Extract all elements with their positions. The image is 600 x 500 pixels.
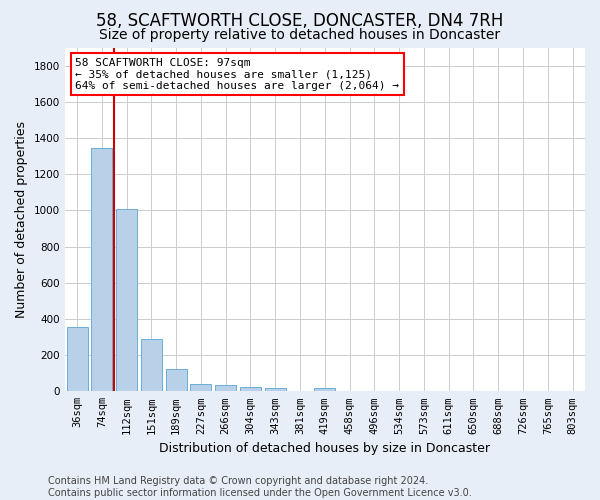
X-axis label: Distribution of detached houses by size in Doncaster: Distribution of detached houses by size … bbox=[160, 442, 490, 455]
Text: 58 SCAFTWORTH CLOSE: 97sqm
← 35% of detached houses are smaller (1,125)
64% of s: 58 SCAFTWORTH CLOSE: 97sqm ← 35% of deta… bbox=[75, 58, 399, 91]
Bar bbox=[190, 384, 211, 392]
Bar bbox=[215, 385, 236, 392]
Bar bbox=[265, 388, 286, 392]
Bar bbox=[116, 210, 137, 392]
Bar bbox=[166, 368, 187, 392]
Bar bbox=[240, 387, 261, 392]
Bar bbox=[141, 339, 162, 392]
Text: 58, SCAFTWORTH CLOSE, DONCASTER, DN4 7RH: 58, SCAFTWORTH CLOSE, DONCASTER, DN4 7RH bbox=[97, 12, 503, 30]
Bar bbox=[314, 388, 335, 392]
Text: Contains HM Land Registry data © Crown copyright and database right 2024.
Contai: Contains HM Land Registry data © Crown c… bbox=[48, 476, 472, 498]
Text: Size of property relative to detached houses in Doncaster: Size of property relative to detached ho… bbox=[100, 28, 500, 42]
Y-axis label: Number of detached properties: Number of detached properties bbox=[15, 121, 28, 318]
Bar bbox=[67, 327, 88, 392]
Bar bbox=[91, 148, 112, 392]
